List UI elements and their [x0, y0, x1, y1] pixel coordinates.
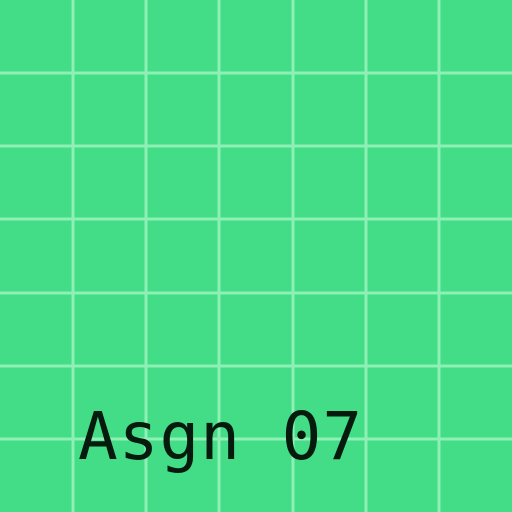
tile-label: Asgn 07 LMS	[78, 152, 363, 512]
tile-title: Asgn 07	[78, 398, 364, 475]
